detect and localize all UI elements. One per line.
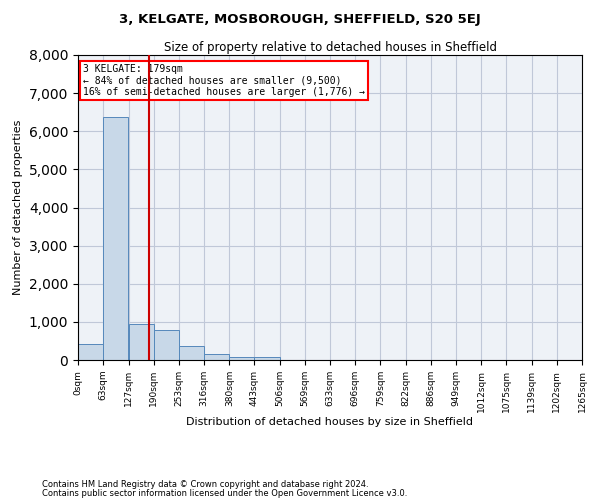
Bar: [154, 330, 179, 360]
X-axis label: Distribution of detached houses by size in Sheffield: Distribution of detached houses by size …: [187, 418, 473, 428]
Text: Contains public sector information licensed under the Open Government Licence v3: Contains public sector information licen…: [42, 488, 407, 498]
Text: 3, KELGATE, MOSBOROUGH, SHEFFIELD, S20 5EJ: 3, KELGATE, MOSBOROUGH, SHEFFIELD, S20 5…: [119, 12, 481, 26]
Bar: [128, 324, 154, 360]
Bar: [254, 358, 280, 360]
Bar: [179, 346, 204, 360]
Bar: [204, 354, 229, 360]
Title: Size of property relative to detached houses in Sheffield: Size of property relative to detached ho…: [163, 41, 497, 54]
Text: Contains HM Land Registry data © Crown copyright and database right 2024.: Contains HM Land Registry data © Crown c…: [42, 480, 368, 489]
Bar: [103, 117, 128, 360]
Text: 3 KELGATE: 179sqm
← 84% of detached houses are smaller (9,500)
16% of semi-detac: 3 KELGATE: 179sqm ← 84% of detached hous…: [83, 64, 365, 98]
Bar: [229, 356, 254, 360]
Y-axis label: Number of detached properties: Number of detached properties: [13, 120, 23, 295]
Bar: [78, 344, 103, 360]
